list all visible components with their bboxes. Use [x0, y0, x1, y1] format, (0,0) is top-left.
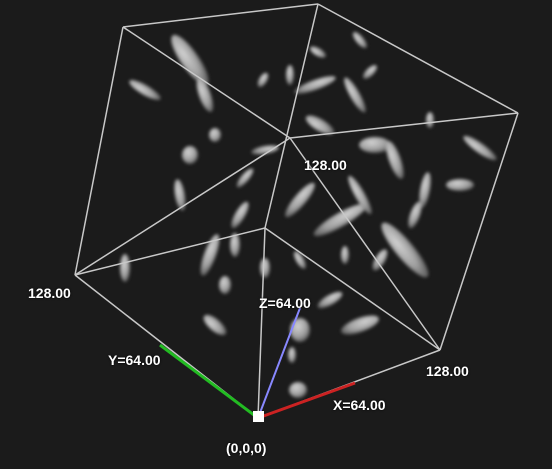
y-axis-label: Y=64.00 — [108, 352, 161, 368]
y-axis-line — [159, 343, 259, 420]
origin-label: (0,0,0) — [226, 440, 267, 456]
bounding-box — [74, 3, 519, 419]
y-max-label: 128.00 — [28, 285, 71, 301]
x-max-label: 128.00 — [426, 363, 469, 379]
isosurface-blobs — [120, 31, 497, 398]
origin-marker — [253, 411, 264, 422]
z-axis-label: Z=64.00 — [259, 295, 311, 311]
z-max-label: 128.00 — [304, 157, 347, 173]
z-axis-line — [257, 307, 301, 419]
x-axis-label: X=64.00 — [333, 397, 386, 413]
x-axis-line — [257, 381, 356, 420]
